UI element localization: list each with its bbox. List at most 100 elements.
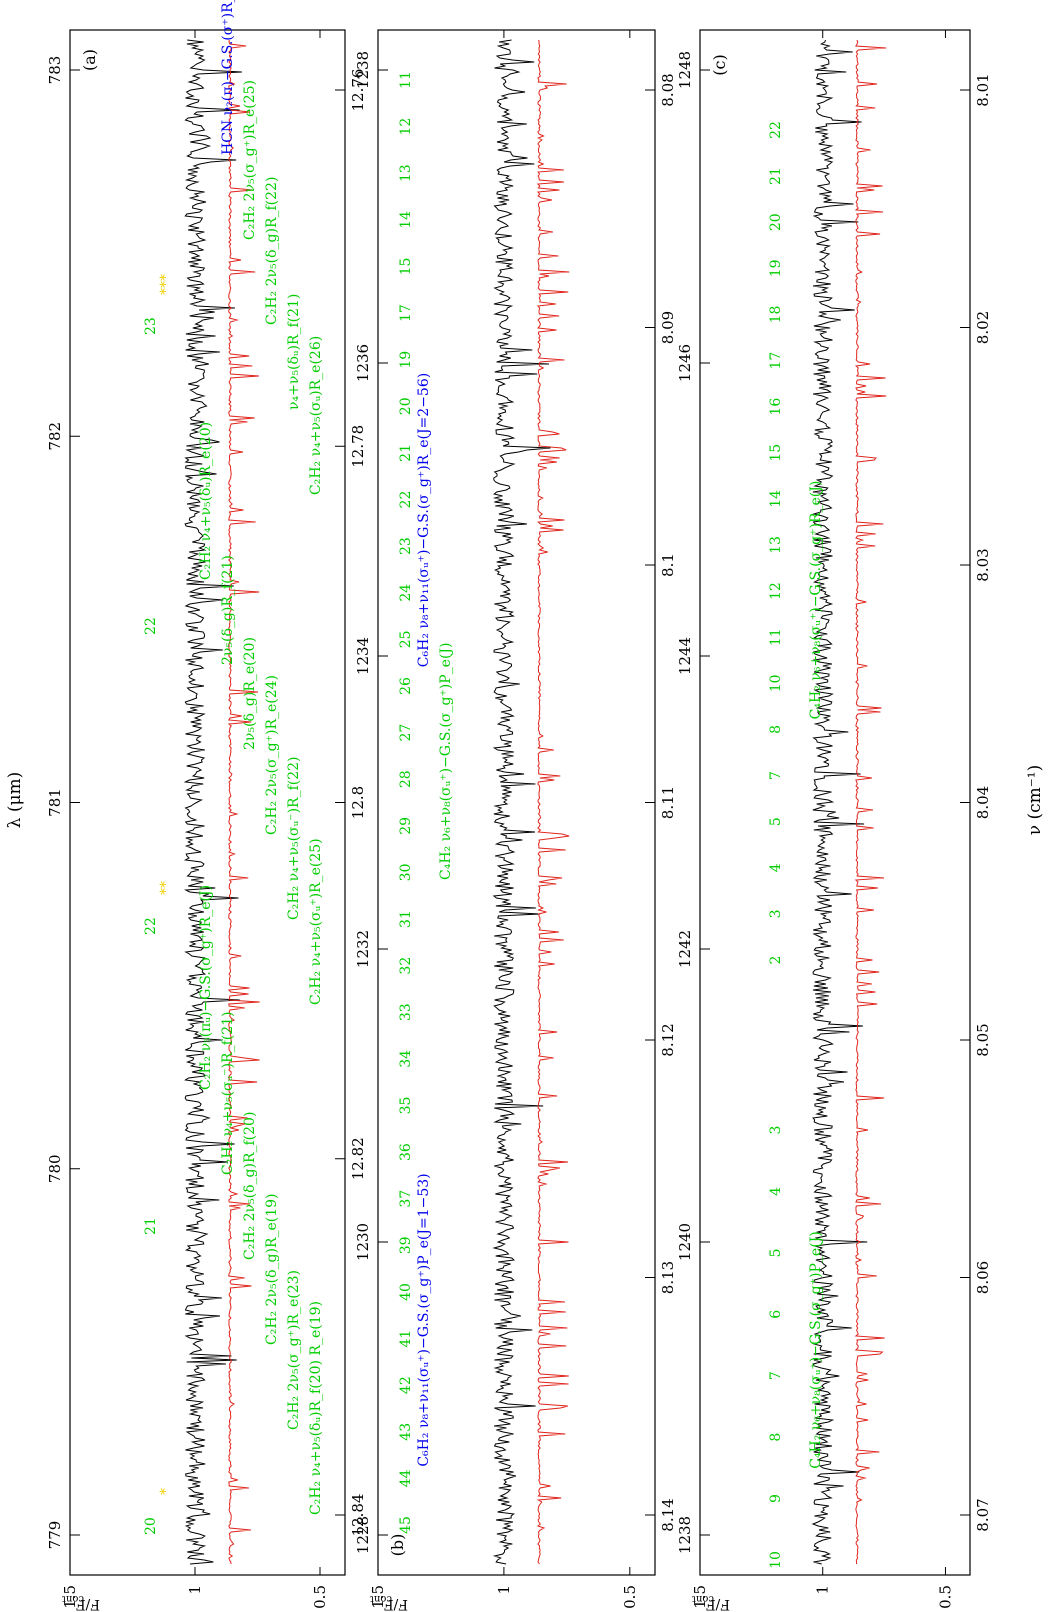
progression-J: 20	[768, 213, 784, 231]
top-tick-label: 8.11	[659, 786, 677, 819]
y-tick-label: 1	[186, 1585, 204, 1595]
y-axis-label-sub: cont	[692, 1593, 714, 1604]
top-tick-label: 12.78	[349, 425, 367, 468]
assignment-label: C₂H₂ ν₄+ν₅(δᵤ)R_f(20) R_e(19)	[308, 1301, 324, 1515]
series-model	[536, 39, 570, 1565]
progression-J: 15	[398, 258, 414, 276]
x-tick-label: 782	[46, 422, 64, 451]
x-tick-label: 1234	[354, 637, 372, 675]
assignment-label: C₂H₂ ν₄+ν₅(δᵤ)R_e(20)	[198, 422, 214, 580]
x-tick-label: 1244	[676, 637, 694, 675]
progression-J: 29	[398, 817, 414, 835]
x-tick-label: 1236	[354, 344, 372, 382]
assignment-label: C₂H₂ ν₄+ν₅(σᵤ⁻)R_f(22)	[286, 757, 302, 921]
assignment-label: C₂H₂ ν₄+ν₅(σᵤ⁺)R_e(25)	[308, 838, 324, 1005]
progression-J: 14	[768, 490, 784, 508]
progression-label: C₄H₂ ν₆+ν₈(σᵤ⁺)−G.S.(σ_g⁺)P_e(J)	[808, 1231, 824, 1469]
progression-J: 4	[768, 1187, 784, 1196]
top-tick-label: 8.07	[974, 1498, 992, 1531]
series-observed	[492, 39, 551, 1565]
progression-J: 10	[768, 1551, 784, 1569]
star-marker: **	[158, 881, 174, 895]
y-tick-label: 0.5	[311, 1585, 329, 1609]
line-number: 20	[143, 1517, 159, 1535]
progression-J: 21	[768, 167, 784, 185]
x-tick-label: 1232	[354, 930, 372, 968]
progression-J: 25	[398, 630, 414, 648]
assignment-label: C₂H₂ ν₅(πᵤ)−G.S.(σ_g⁺)R_e(J)	[198, 885, 214, 1090]
progression-J: 28	[398, 770, 414, 788]
top-tick-label: 8.05	[974, 1023, 992, 1056]
y-tick-label: 1	[814, 1585, 832, 1595]
top-tick-label: 8.12	[659, 1023, 677, 1056]
panel-b: 0.511.5F/Fcont1228123012321234123612388.…	[354, 29, 677, 1612]
progression-J: 6	[768, 1310, 784, 1319]
progression-J: 20	[398, 397, 414, 415]
x-tick-label: 1248	[676, 51, 694, 89]
progression-J: 7	[768, 1371, 784, 1380]
progression-J: 42	[398, 1376, 414, 1394]
progression-J: 3	[768, 1126, 784, 1135]
progression-J: 3	[768, 909, 784, 918]
progression-J: 36	[398, 1143, 414, 1161]
blue-label: C₆H₂ ν₈+ν₁₁(σᵤ⁺)−G.S.(σ_g⁺)R_e(J=2−56)	[416, 373, 432, 667]
y-tick-label: 1.5	[369, 1585, 387, 1609]
top-tick-label: 8.1	[659, 553, 677, 577]
progression-J: 12	[768, 582, 784, 600]
progression-J: 9	[768, 1494, 784, 1503]
progression-J: 32	[398, 957, 414, 975]
y-axis-label-sub: cont	[62, 1593, 84, 1604]
progression-J: 30	[398, 864, 414, 882]
progression-J: 17	[398, 304, 414, 322]
progression-J: 27	[398, 724, 414, 742]
progression-J: 13	[768, 536, 784, 554]
series-model	[227, 39, 260, 1565]
assignment-label: C₂H₂ 2ν₅(δ_g)R_e(19)	[264, 1193, 280, 1345]
x-tick-label: 1240	[676, 1223, 694, 1261]
line-number: 22	[143, 617, 159, 635]
blue-label: C₆H₂ ν₈+ν₁₁(σᵤ⁺)−G.S.(σ_g⁺)P_e(J=1−53)	[416, 1173, 432, 1466]
progression-J: 15	[768, 444, 784, 462]
x-tick-label: 1238	[676, 1516, 694, 1554]
panel-c: 0.511.5F/Fcont1238124012421244124612488.…	[676, 29, 1045, 1612]
progression-J: 44	[398, 1469, 414, 1487]
y-axis-label-sub: cont	[370, 1593, 392, 1604]
x-tick-label: 781	[46, 788, 64, 817]
progression-J: 18	[768, 306, 784, 324]
x-tick-label: 1228	[354, 1516, 372, 1554]
y-axis-label: F/F	[706, 1596, 730, 1612]
series-observed	[811, 39, 868, 1565]
x-tick-label: 783	[46, 56, 64, 85]
progression-J: 45	[398, 1516, 414, 1534]
top-tick-label: 8.03	[974, 548, 992, 581]
assignment-label: C₂H₂ 2ν₅(σ_g⁺)R_e(23)	[286, 1270, 302, 1430]
progression-J: 5	[768, 1248, 784, 1257]
y-tick-label: 1.5	[61, 1585, 79, 1609]
assignment-label: C₂H₂ ν₄+ν₅(σᵤ)R_e(26)	[308, 336, 324, 495]
progression-J: 37	[398, 1190, 414, 1208]
star-marker: ***	[158, 274, 174, 295]
y-tick-label: 1	[495, 1585, 513, 1595]
x-axis-label: ν (cm⁻¹)	[1025, 765, 1045, 835]
series-observed	[183, 39, 242, 1565]
progression-J: 12	[398, 118, 414, 136]
progression-J: 19	[398, 351, 414, 369]
progression-J: 24	[398, 584, 414, 602]
progression-J: 35	[398, 1097, 414, 1115]
progression-J: 34	[398, 1050, 414, 1068]
y-tick-label: 0.5	[936, 1585, 954, 1609]
top-axis-label: λ (μm)	[5, 772, 25, 829]
plot-frame	[69, 29, 346, 1576]
top-tick-label: 12.8	[349, 786, 367, 819]
y-tick-label: 0.5	[621, 1585, 639, 1609]
top-tick-label: 8.13	[659, 1261, 677, 1294]
top-tick-label: 12.84	[349, 1494, 367, 1537]
assignment-label: C₂H₂ 2ν₅(σ_g⁺)R_e(24)	[264, 675, 280, 835]
progression-J: 33	[398, 1003, 414, 1021]
top-tick-label: 8.08	[659, 73, 677, 106]
top-tick-label: 8.01	[974, 73, 992, 106]
x-tick-label: 780	[46, 1154, 64, 1183]
